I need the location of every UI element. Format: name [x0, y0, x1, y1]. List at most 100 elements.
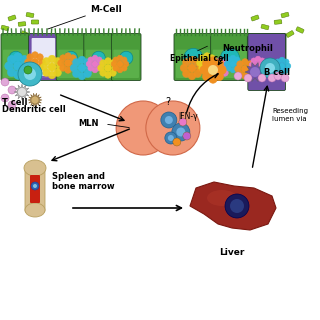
Circle shape [18, 88, 26, 96]
Circle shape [96, 57, 102, 63]
Circle shape [165, 116, 173, 124]
Circle shape [117, 61, 123, 67]
Text: T cell: T cell [2, 98, 28, 107]
FancyBboxPatch shape [296, 27, 304, 33]
Circle shape [263, 63, 268, 68]
FancyBboxPatch shape [266, 43, 274, 48]
Circle shape [202, 59, 211, 68]
Circle shape [284, 59, 289, 65]
Circle shape [217, 58, 223, 64]
FancyBboxPatch shape [251, 15, 259, 21]
Circle shape [111, 61, 117, 67]
Circle shape [8, 86, 16, 94]
Circle shape [54, 69, 61, 76]
Text: Spleen and
bone marrow: Spleen and bone marrow [52, 172, 115, 191]
Circle shape [18, 62, 42, 86]
Circle shape [250, 67, 260, 77]
Circle shape [251, 58, 257, 64]
Circle shape [224, 65, 230, 71]
Circle shape [20, 68, 29, 77]
Circle shape [84, 70, 92, 77]
Circle shape [224, 61, 230, 67]
Circle shape [242, 59, 248, 65]
Circle shape [275, 68, 281, 73]
Circle shape [20, 55, 29, 64]
Circle shape [88, 65, 94, 71]
Text: B cell: B cell [264, 68, 290, 76]
Polygon shape [14, 84, 30, 100]
Circle shape [221, 69, 228, 76]
Circle shape [31, 58, 39, 66]
Circle shape [194, 59, 202, 66]
Circle shape [241, 65, 249, 73]
Circle shape [165, 132, 177, 144]
Circle shape [261, 62, 267, 68]
Circle shape [274, 72, 282, 80]
Circle shape [267, 61, 273, 67]
FancyBboxPatch shape [174, 34, 213, 81]
Polygon shape [28, 93, 42, 107]
Circle shape [237, 61, 244, 68]
Circle shape [31, 182, 39, 190]
Circle shape [78, 64, 86, 72]
Circle shape [263, 71, 268, 77]
FancyBboxPatch shape [38, 53, 43, 57]
Circle shape [199, 55, 205, 61]
Circle shape [98, 61, 104, 67]
Circle shape [226, 57, 232, 63]
FancyBboxPatch shape [84, 34, 113, 81]
Circle shape [65, 53, 71, 60]
Circle shape [275, 59, 281, 65]
Circle shape [251, 66, 257, 72]
FancyBboxPatch shape [1, 34, 31, 81]
Polygon shape [245, 62, 265, 82]
Circle shape [56, 63, 64, 71]
Circle shape [88, 57, 94, 63]
Circle shape [92, 61, 98, 67]
Text: MLN: MLN [78, 118, 99, 127]
Circle shape [188, 56, 196, 64]
Ellipse shape [207, 190, 237, 206]
Circle shape [215, 59, 224, 68]
Circle shape [64, 51, 78, 65]
Circle shape [105, 72, 111, 78]
Circle shape [208, 65, 218, 75]
Circle shape [120, 51, 133, 65]
FancyBboxPatch shape [1, 25, 9, 31]
Circle shape [36, 54, 43, 60]
Circle shape [196, 60, 204, 66]
FancyBboxPatch shape [3, 50, 28, 78]
Circle shape [268, 74, 276, 82]
Circle shape [249, 66, 255, 72]
Circle shape [279, 57, 285, 63]
Circle shape [9, 51, 22, 65]
Circle shape [23, 62, 31, 70]
Circle shape [73, 59, 80, 66]
Circle shape [230, 67, 236, 73]
Circle shape [121, 65, 127, 71]
Circle shape [260, 58, 280, 78]
Ellipse shape [24, 160, 46, 176]
Circle shape [100, 69, 107, 76]
Circle shape [84, 59, 92, 66]
FancyBboxPatch shape [281, 12, 289, 18]
Circle shape [65, 67, 71, 73]
Circle shape [32, 52, 38, 58]
Circle shape [260, 58, 265, 64]
Circle shape [58, 60, 64, 66]
Circle shape [202, 72, 211, 81]
Text: ?: ? [165, 97, 171, 107]
Circle shape [161, 112, 177, 128]
Circle shape [258, 74, 266, 82]
Text: Dendritic cell: Dendritic cell [2, 105, 66, 114]
Circle shape [109, 69, 116, 76]
Circle shape [121, 57, 127, 63]
Circle shape [43, 69, 50, 76]
Circle shape [112, 65, 118, 71]
Circle shape [267, 67, 273, 73]
Text: Neutrophil: Neutrophil [222, 44, 273, 53]
FancyBboxPatch shape [4, 42, 12, 48]
Circle shape [249, 62, 255, 68]
Circle shape [230, 61, 236, 67]
Circle shape [271, 71, 277, 77]
